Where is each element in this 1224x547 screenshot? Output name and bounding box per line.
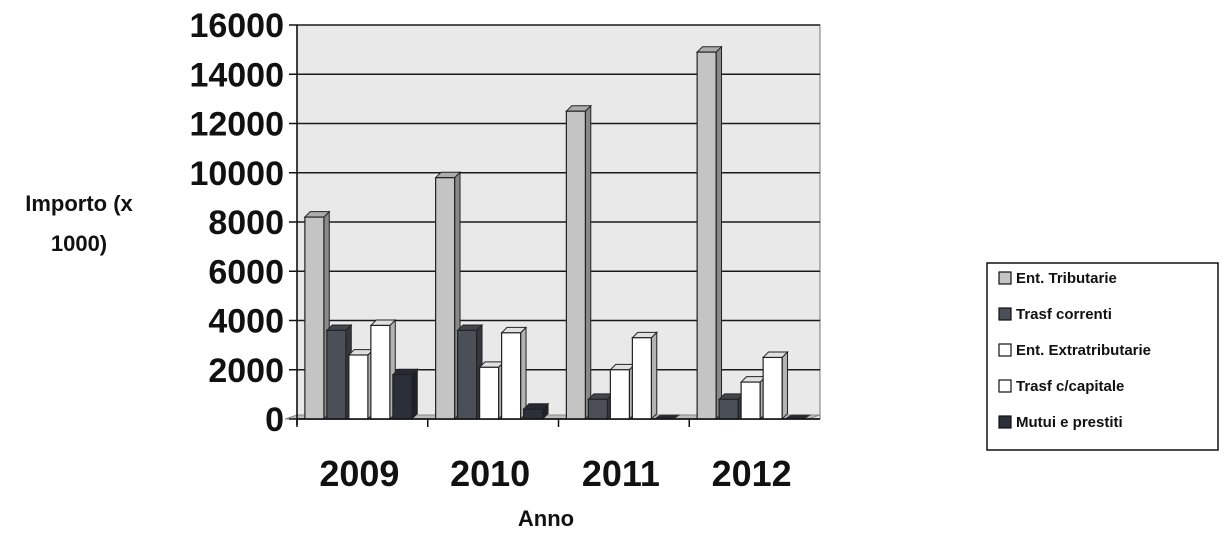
x-category-label: 2010 [450,453,530,494]
y-tick-label: 10000 [189,155,284,193]
bar [456,323,484,421]
y-tick-label: 8000 [208,204,284,242]
y-tick-label: 0 [265,401,284,439]
bar [761,350,789,421]
bar [434,171,462,421]
legend-label: Mutui e prestiti [1016,414,1123,431]
x-category-labels: 2009 2010 2011 2012 [319,453,791,494]
legend-label: Ent. Tributarie [1016,270,1117,287]
y-tick-label: 4000 [208,303,284,341]
bar [717,392,745,421]
y-axis-title-line-2: 1000) [51,231,107,256]
bar [478,360,506,421]
legend-swatch [998,307,1012,321]
y-tick-labels: 0 2000 4000 6000 8000 10000 12000 14000 16000 [189,7,284,439]
legend-swatch [998,379,1012,393]
axes [289,24,820,427]
y-tick-label: 14000 [189,56,284,94]
legend: Ent. Tributarie Trasf correnti Ent. Extrat… [986,262,1219,451]
y-tick-label: 16000 [189,7,284,45]
y-tick-label: 6000 [208,253,284,291]
bar [369,318,397,421]
legend-label: Trasf correnti [1016,306,1112,323]
bar [587,392,614,421]
bar [347,348,375,421]
x-category-label: 2011 [582,453,660,494]
legend-swatch [998,415,1012,429]
y-tick-label: 2000 [208,352,284,390]
legend-swatch [998,343,1012,357]
bar [739,375,767,421]
bar [609,363,636,421]
legend-label: Trasf c/capitale [1016,378,1124,395]
bar [565,104,592,421]
y-axis-title-line-1: Importo (x [25,191,133,216]
legend-label: Ent. Extratributarie [1016,342,1151,359]
bar [695,45,723,421]
bar [325,323,353,421]
x-axis-title: Anno [518,506,574,531]
grid-lines [297,24,820,420]
y-tick-label: 12000 [189,106,284,144]
bar [522,402,550,421]
bar [303,210,331,421]
bar-marks [303,45,812,421]
bar [631,331,658,421]
x-category-label: 2012 [712,453,792,494]
bar [391,368,419,421]
x-category-label: 2009 [319,453,399,494]
legend-box [986,262,1219,451]
legend-swatch [998,271,1012,285]
bar [500,326,528,421]
